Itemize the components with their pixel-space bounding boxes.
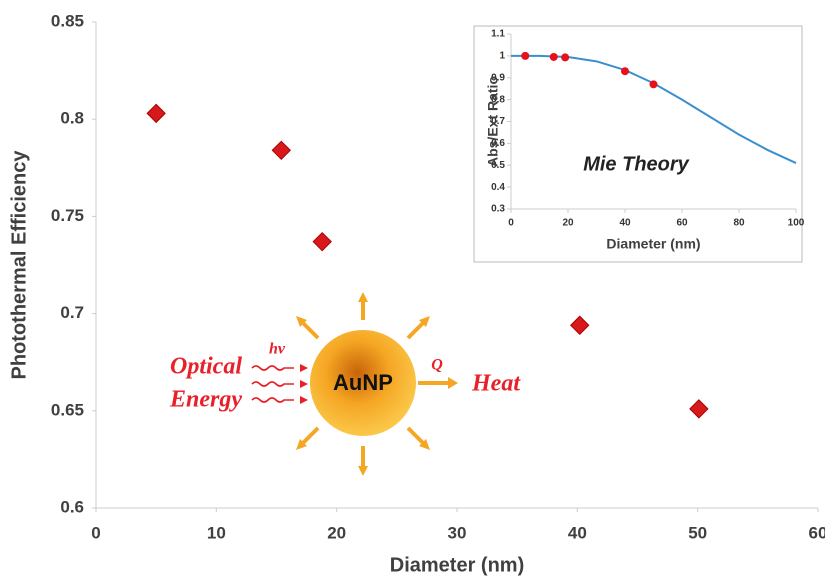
y-tick-label: 0.65 xyxy=(51,400,84,419)
inset-title: Mie Theory xyxy=(583,153,689,175)
x-tick-label: 0 xyxy=(508,218,514,229)
y-axis-title: Photothermal Efficiency xyxy=(8,150,30,380)
marker xyxy=(313,233,331,251)
x-tick-label: 20 xyxy=(327,523,346,542)
y-tick-label: 0.8 xyxy=(60,109,84,128)
x-tick-label: 60 xyxy=(676,218,688,229)
x-tick-label: 80 xyxy=(733,218,745,229)
x-tick-label: 0 xyxy=(91,523,100,542)
x-tick-label: 100 xyxy=(788,218,805,229)
annotation: Energy xyxy=(169,387,242,413)
x-tick-label: 40 xyxy=(619,218,631,229)
y-tick-label: 1 xyxy=(499,51,505,62)
annotation: Heat xyxy=(471,371,521,397)
annotation: hv xyxy=(269,341,286,358)
marker xyxy=(571,316,589,334)
chart: 0.60.650.70.750.80.850102030405060Diamet… xyxy=(0,0,825,578)
annotation: Optical xyxy=(170,354,242,380)
annotation: Q xyxy=(431,357,443,374)
y-tick-label: 0.85 xyxy=(51,11,84,30)
x-axis-title: Diameter (nm) xyxy=(390,554,524,576)
y-tick-label: 1.1 xyxy=(491,29,505,40)
marker xyxy=(272,141,290,159)
point xyxy=(521,52,529,60)
point xyxy=(550,53,558,61)
inset-frame xyxy=(474,26,802,262)
y-tick-label: 0.6 xyxy=(60,497,84,516)
y-tick-label: 0.3 xyxy=(491,204,505,215)
marker xyxy=(690,400,708,418)
x-tick-label: 30 xyxy=(448,523,467,542)
x-axis-title: Diameter (nm) xyxy=(606,236,700,252)
y-tick-label: 0.7 xyxy=(60,303,84,322)
x-tick-label: 60 xyxy=(809,523,825,542)
x-tick-label: 20 xyxy=(562,218,574,229)
marker xyxy=(147,104,165,122)
point xyxy=(621,67,629,75)
y-tick-label: 0.75 xyxy=(51,206,84,225)
annotation: AuNP xyxy=(333,370,393,395)
x-tick-label: 10 xyxy=(207,523,226,542)
point xyxy=(561,53,569,61)
y-axis-title: Abs/Ext Ratio xyxy=(485,76,501,167)
y-tick-label: 0.4 xyxy=(491,182,505,193)
point xyxy=(650,80,658,88)
x-tick-label: 50 xyxy=(688,523,707,542)
x-tick-label: 40 xyxy=(568,523,587,542)
